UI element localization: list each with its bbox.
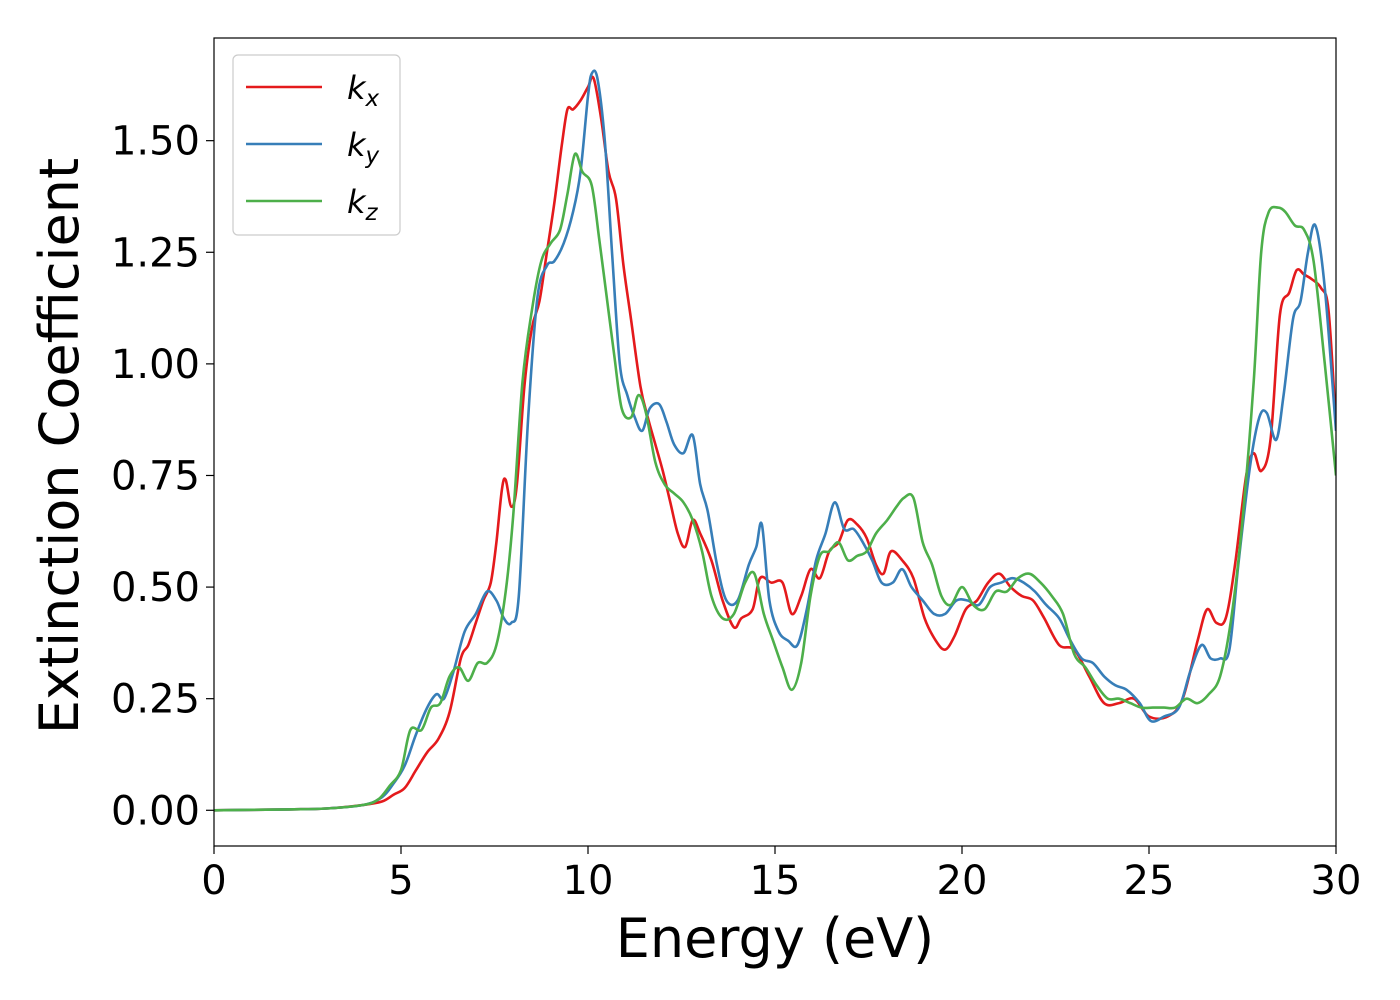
y-tick-label: 1.25 <box>111 230 200 276</box>
x-tick-label: 10 <box>563 858 614 904</box>
x-tick-label: 15 <box>750 858 801 904</box>
series-line-ky <box>214 69 1336 812</box>
y-tick-label: 0.75 <box>111 453 200 499</box>
legend: kx ky kz <box>232 54 401 236</box>
legend-label-kx: kx <box>347 69 380 112</box>
x-axis-label: Energy (eV) <box>616 907 935 970</box>
x-tick-label: 20 <box>937 858 988 904</box>
legend-label-ky: ky <box>347 126 380 169</box>
y-tick-label: 0.50 <box>111 565 200 611</box>
x-tick-label: 30 <box>1311 858 1362 904</box>
plot-frame <box>213 37 1337 847</box>
series-layer <box>214 69 1336 812</box>
legend-label-kz: kz <box>347 183 379 226</box>
series-line-kz <box>214 152 1336 812</box>
x-tick-label: 5 <box>388 858 413 904</box>
x-tick-label: 0 <box>201 858 226 904</box>
y-tick-label: 1.50 <box>111 119 200 165</box>
y-tick-label: 0.00 <box>111 788 200 834</box>
y-tick-label: 1.00 <box>111 342 200 388</box>
x-tick-label: 25 <box>1124 858 1175 904</box>
axis-ticks: 0 5 10 15 20 25 30 0.00 0.25 0.50 0.75 1.00 1.25 1.50 <box>111 119 1362 904</box>
y-axis-label: Extinction Coefficient <box>28 158 91 734</box>
y-tick-label: 0.25 <box>111 677 200 723</box>
